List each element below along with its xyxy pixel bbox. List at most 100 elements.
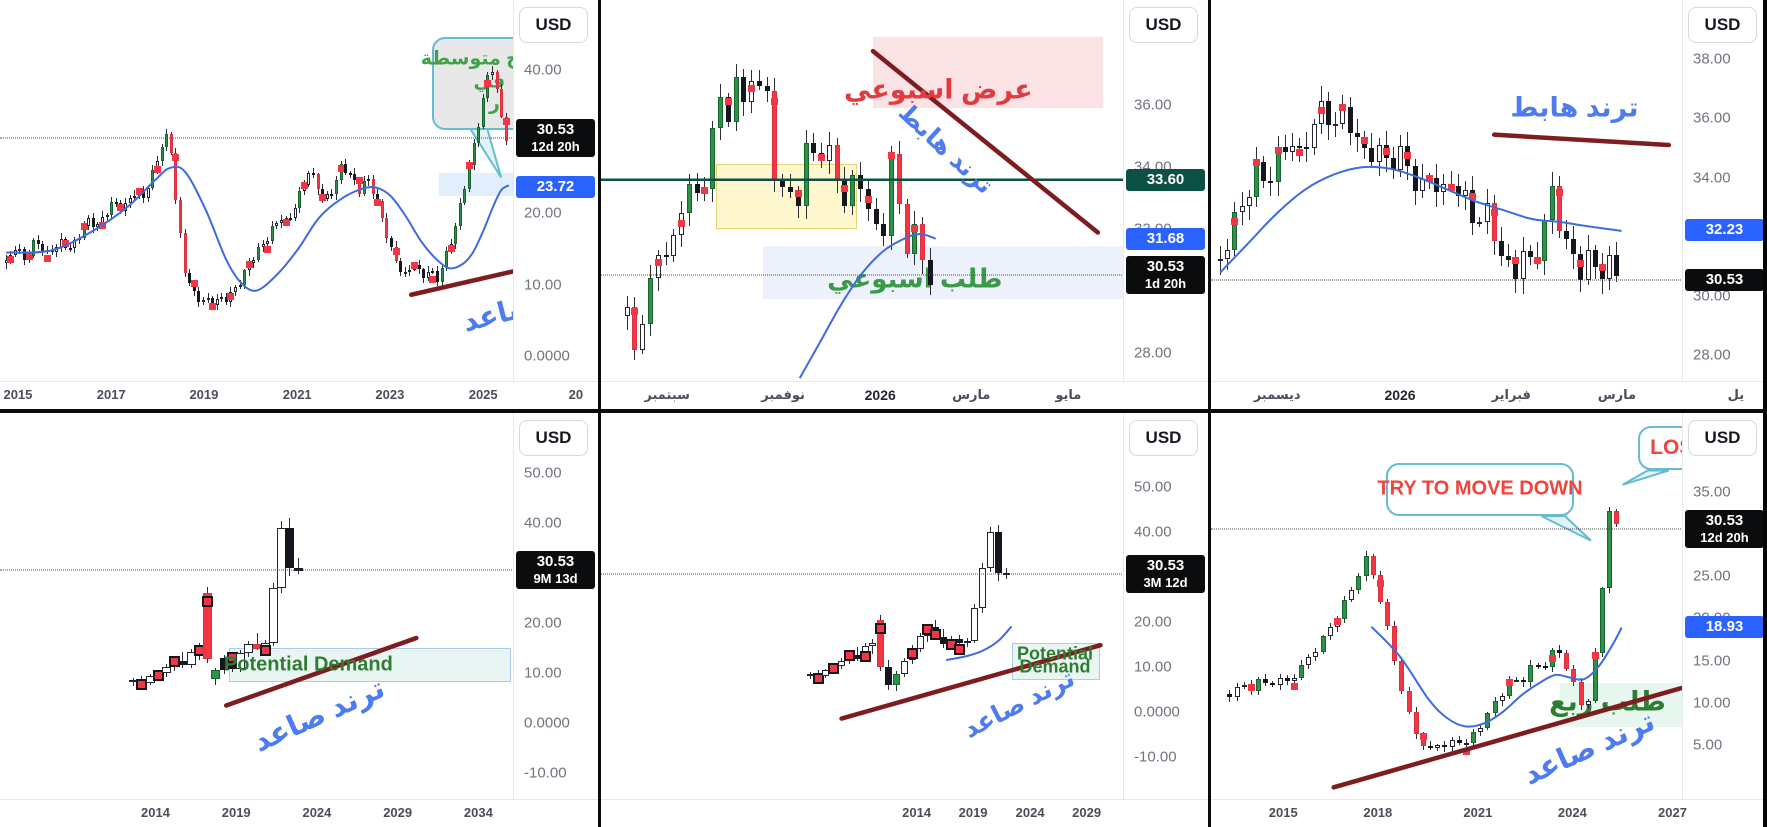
time-axis[interactable]: 2015 2018 2021 2024 2027	[1211, 799, 1767, 827]
price-axis[interactable]: USD36.0034.0032.0028.0033.6031.6830.531d…	[1123, 0, 1208, 382]
time-axis[interactable]: 2014 2019 2024 2029	[601, 799, 1208, 827]
trendline[interactable]	[1491, 132, 1672, 148]
price-axis[interactable]: USD 38.00 36.00 34.00 30.00 28.00 32.23 30.53	[1682, 0, 1767, 382]
annotation-text[interactable]: ترند صاعد	[1518, 705, 1660, 793]
current-price-dotted-line	[601, 573, 1208, 575]
annotation-text[interactable]: ترند هابط	[893, 98, 1000, 200]
candle-body	[1306, 656, 1312, 665]
annotation-text[interactable]: طلب اسبوعي	[827, 263, 1003, 294]
chart-panel-bottom-right[interactable]: TRY TO MOVE DOWN LOS طلب ربع ترند صاعد USD 35…	[1211, 413, 1767, 827]
price-axis[interactable]: USD 50.00 40.00 20.00 10.00 0.0000 -10.00 30.53…	[513, 413, 598, 800]
candle-body	[399, 261, 403, 273]
callout-bubble[interactable]	[1385, 462, 1575, 517]
candle-body	[285, 528, 295, 568]
event-marker-icon	[411, 262, 419, 270]
annotation-text[interactable]: ترند صاعد	[248, 672, 390, 759]
price-axis[interactable]: USD 50.00 40.00 20.00 10.00 0.0000 -10.00 30.53…	[1123, 413, 1208, 800]
currency-unit-button[interactable]: USD	[519, 420, 588, 456]
candle-body	[1571, 668, 1577, 683]
candle-body	[197, 291, 201, 302]
plot-area[interactable]: ترند هابط	[1211, 0, 1767, 382]
drawing-zone[interactable]	[439, 173, 514, 197]
drawing-zone[interactable]	[763, 246, 1124, 300]
candle-body	[1227, 694, 1233, 697]
annotation-text[interactable]: عرض اسبوعي	[844, 74, 1033, 105]
candle-body	[1217, 258, 1223, 261]
candle-wick	[207, 292, 209, 303]
candle-body	[1320, 636, 1326, 653]
callout-tails-svg	[1540, 469, 1670, 542]
trendline[interactable]	[408, 268, 517, 297]
candle-body	[1527, 251, 1533, 257]
candle-body	[128, 197, 132, 204]
candle-body	[764, 85, 770, 91]
currency-unit-button[interactable]: USD	[1688, 7, 1757, 43]
currency-unit-button[interactable]: USD	[519, 7, 588, 43]
candle-body	[160, 146, 164, 161]
currency-unit-button[interactable]: USD	[1129, 7, 1198, 43]
trendline[interactable]	[1331, 685, 1686, 790]
event-marker-icon	[678, 220, 686, 228]
price-badge-value: 31.68	[1146, 230, 1185, 248]
event-marker-icon	[771, 97, 779, 105]
chart-panel-bottom-left[interactable]: Potential Demand ترند صاعد USD 50.00 40.00 20…	[0, 413, 598, 827]
plot-area[interactable]: Potential Demand ترند صاعد	[0, 413, 598, 800]
price-axis[interactable]: USD 40.00 20.00 10.00 0.0000 30.53 12d 20h 23.7…	[513, 0, 598, 382]
price-tick-label: 10.00	[524, 276, 562, 294]
candle-body	[367, 178, 371, 182]
annotation-text[interactable]: ترند هابط	[1510, 92, 1639, 123]
candles-layer	[601, 0, 1208, 382]
currency-unit-button[interactable]: USD	[1129, 420, 1198, 456]
price-badge-blue: 18.93	[1685, 616, 1764, 639]
drawing-zone[interactable]	[716, 164, 858, 230]
candle-body	[339, 163, 343, 181]
currency-unit-button[interactable]: USD	[1688, 420, 1757, 456]
chart-panel-top-middle[interactable]: طلب اسبوعي عرض اسبوعي ترند هابط USD 36.00 34.…	[601, 0, 1208, 409]
time-axis[interactable]: 2015 2017 2019 2021 2023 2025 20	[0, 381, 598, 409]
candle-body	[1600, 588, 1606, 653]
plot-area[interactable]: طلب اسبوعي عرض اسبوعي ترند هابط	[601, 0, 1208, 382]
price-axis[interactable]: USD35.0025.0020.0015.0010.005.0030.5312d…	[1682, 413, 1767, 800]
trendline[interactable]	[839, 642, 1103, 721]
candle-body	[275, 223, 279, 227]
candle-body	[647, 277, 653, 325]
annotation-text[interactable]: Potential Demand	[223, 653, 393, 675]
callout-tail[interactable]	[1622, 469, 1670, 486]
candle-body	[145, 676, 155, 683]
candle-body	[32, 239, 36, 256]
drawing-zone[interactable]	[1011, 642, 1101, 680]
annotation-text[interactable]: Potential	[1016, 643, 1093, 664]
candle-body	[1246, 196, 1252, 206]
candle-body	[335, 180, 339, 195]
time-tick-label: ديسمبر	[1253, 387, 1301, 402]
candle-body	[1270, 683, 1276, 686]
plot-area[interactable]: Potential Demand ترند صاعد	[601, 413, 1208, 800]
candle-body	[741, 76, 747, 103]
event-marker-icon	[25, 252, 33, 260]
event-marker-icon	[264, 245, 272, 253]
trendline[interactable]	[223, 635, 419, 708]
candle-body	[504, 116, 508, 141]
time-axis[interactable]: 2014 2019 2024 2029 2034	[0, 799, 598, 827]
time-axis[interactable]: ديسمبر 2026 فبراير مارس يل	[1211, 381, 1767, 409]
candle-body	[500, 88, 504, 117]
chart-panel-top-right[interactable]: ترند هابط USD 38.00 36.00 34.00 30.00 28.00 32.…	[1211, 0, 1767, 409]
candle-body	[1282, 146, 1288, 152]
price-tick-label: 40.00	[524, 514, 562, 532]
price-tick-label: 10.00	[1134, 658, 1172, 676]
callout-tail[interactable]	[1540, 515, 1592, 542]
candle-body	[403, 271, 407, 274]
trendline[interactable]	[870, 48, 1101, 235]
price-badge-black: 30.53	[1685, 269, 1764, 292]
price-tick-label: 35.00	[1693, 483, 1731, 501]
drawing-zone[interactable]	[872, 37, 1104, 109]
candle-body	[1442, 745, 1448, 748]
plot-area[interactable]: ح متوسطةفيرترند صاعد	[0, 0, 598, 382]
event-marker-icon	[1339, 103, 1347, 111]
event-marker-icon	[1296, 149, 1304, 157]
time-axis[interactable]: سبتمبر نوفمبر 2026 مارس مايو	[601, 381, 1208, 409]
chart-panel-bottom-middle[interactable]: Potential Demand ترند صاعد USD 50.00 40.00 20.…	[601, 413, 1208, 827]
candle-body	[940, 637, 948, 645]
annotation-text[interactable]: Demand	[1019, 656, 1091, 677]
